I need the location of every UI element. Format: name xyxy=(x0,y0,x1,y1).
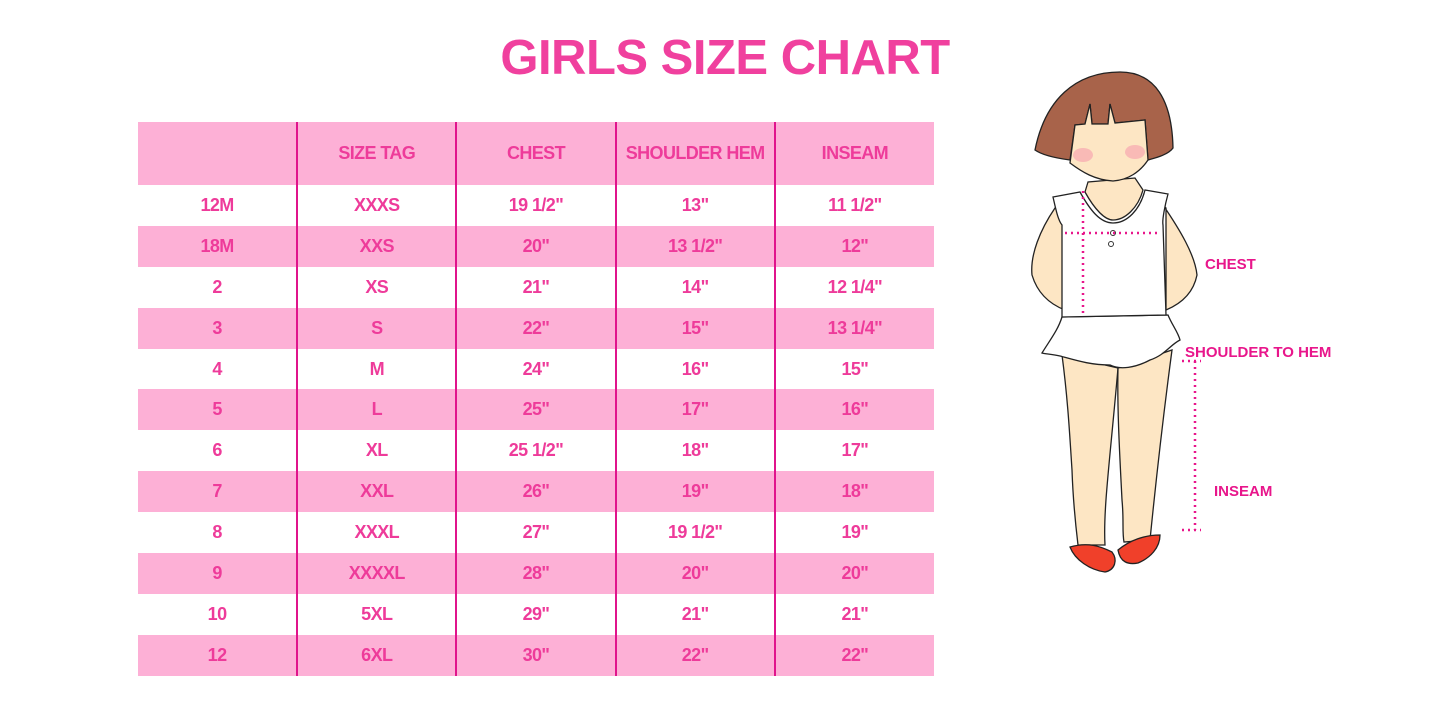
table-cell: 13 1/4" xyxy=(773,307,934,349)
table-row: 4 M 24" 16" 15" xyxy=(138,348,934,390)
table-cell: 15" xyxy=(773,348,934,390)
table-cell: 24" xyxy=(455,348,616,390)
table-cell: 14" xyxy=(614,266,775,308)
chest-label: CHEST xyxy=(1205,256,1256,273)
right-arm xyxy=(1162,204,1198,311)
table-row: 6 XL 25 1/2" 18" 17" xyxy=(138,430,934,472)
table-cell: 25" xyxy=(455,389,616,431)
column-header: CHEST xyxy=(455,122,616,185)
table-cell: 12 xyxy=(138,634,298,676)
table-cell: XXXL xyxy=(296,512,457,554)
table-cell: XXXS xyxy=(296,185,457,226)
table-cell: 13" xyxy=(614,185,775,226)
girl-measurement-illustration xyxy=(1031,71,1201,573)
right-shoe xyxy=(1117,534,1161,565)
table-row: 9 XXXXL 28" 20" 20" xyxy=(138,553,934,594)
table-cell: 30" xyxy=(455,634,616,676)
table-row: 12M XXXS 19 1/2" 13" 11 1/2" xyxy=(138,185,934,226)
table-cell: 22" xyxy=(614,634,775,676)
table-row: 7 XXL 26" 19" 18" xyxy=(138,471,934,513)
table-cell: 11 1/2" xyxy=(773,185,934,226)
face xyxy=(1069,103,1149,182)
table-cell: L xyxy=(296,389,457,431)
table-row: 3 S 22" 15" 13 1/4" xyxy=(138,307,934,349)
table-cell: 8 xyxy=(138,512,298,554)
table-row: 12 6XL 30" 22" 22" xyxy=(138,634,934,676)
table-cell: 3 xyxy=(138,307,298,349)
table-cell: 16" xyxy=(614,348,775,390)
table-row: 5 L 25" 17" 16" xyxy=(138,389,934,431)
table-cell: M xyxy=(296,348,457,390)
table-cell: XXXXL xyxy=(296,553,457,594)
table-cell: 5XL xyxy=(296,593,457,635)
table-cell: XXL xyxy=(296,471,457,513)
table-cell: 15" xyxy=(614,307,775,349)
right-leg xyxy=(1117,349,1173,543)
table-row: 10 5XL 29" 21" 21" xyxy=(138,593,934,635)
table-cell: S xyxy=(296,307,457,349)
table-cell: 19" xyxy=(614,471,775,513)
table-cell: 17" xyxy=(614,389,775,431)
table-cell: 9 xyxy=(138,553,298,594)
table-cell: 13 1/2" xyxy=(614,225,775,267)
table-cell: 5 xyxy=(138,389,298,431)
table-row: 2 XS 21" 14" 12 1/4" xyxy=(138,266,934,308)
table-cell: 21" xyxy=(455,266,616,308)
table-cell: XS xyxy=(296,266,457,308)
table-cell: 20" xyxy=(455,225,616,267)
table-cell: 19 1/2" xyxy=(455,185,616,226)
column-header: INSEAM xyxy=(773,122,934,185)
table-cell: 22" xyxy=(773,634,934,676)
shoulder-to-hem-label: SHOULDER TO HEM xyxy=(1185,344,1332,361)
table-cell: 12 1/4" xyxy=(773,266,934,308)
table-cell: 20" xyxy=(773,553,934,594)
table-cell: 18" xyxy=(773,471,934,513)
table-cell: 20" xyxy=(614,553,775,594)
column-header: SIZE TAG xyxy=(296,122,457,185)
table-cell: 22" xyxy=(455,307,616,349)
table-row: 8 XXXL 27" 19 1/2" 19" xyxy=(138,512,934,554)
left-shoe xyxy=(1069,544,1116,573)
shirt-button xyxy=(1108,241,1114,247)
table-cell: 6XL xyxy=(296,634,457,676)
table-cell: 2 xyxy=(138,266,298,308)
table-cell: 16" xyxy=(773,389,934,431)
table-cell: 21" xyxy=(773,593,934,635)
table-cell: 25 1/2" xyxy=(455,430,616,472)
right-cheek xyxy=(1125,145,1145,159)
table-cell: 12" xyxy=(773,225,934,267)
table-row: 18M XXS 20" 13 1/2" 12" xyxy=(138,225,934,267)
neck xyxy=(1084,177,1144,221)
left-cheek xyxy=(1073,148,1093,162)
table-cell: 18" xyxy=(614,430,775,472)
page-title: GIRLS SIZE CHART xyxy=(500,31,950,85)
table-cell: XL xyxy=(296,430,457,472)
table-cell: 17" xyxy=(773,430,934,472)
table-cell: 19" xyxy=(773,512,934,554)
skirt xyxy=(1041,314,1181,369)
column-header xyxy=(138,122,298,185)
table-cell: 12M xyxy=(138,185,298,226)
size-chart-table: SIZE TAG CHEST SHOULDER HEM INSEAM 12M XXXS 1… xyxy=(138,122,934,676)
table-cell: 18M xyxy=(138,225,298,267)
table-cell: XXS xyxy=(296,225,457,267)
table-cell: 4 xyxy=(138,348,298,390)
inseam-label: INSEAM xyxy=(1214,483,1273,500)
left-leg xyxy=(1061,354,1119,546)
table-cell: 19 1/2" xyxy=(614,512,775,554)
left-arm xyxy=(1031,207,1066,311)
table-cell: 27" xyxy=(455,512,616,554)
table-header-row: SIZE TAG CHEST SHOULDER HEM INSEAM xyxy=(138,122,934,185)
table-cell: 21" xyxy=(614,593,775,635)
table-cell: 26" xyxy=(455,471,616,513)
column-header: SHOULDER HEM xyxy=(614,122,775,185)
table-cell: 28" xyxy=(455,553,616,594)
table-cell: 6 xyxy=(138,430,298,472)
table-cell: 10 xyxy=(138,593,298,635)
table-cell: 29" xyxy=(455,593,616,635)
table-cell: 7 xyxy=(138,471,298,513)
